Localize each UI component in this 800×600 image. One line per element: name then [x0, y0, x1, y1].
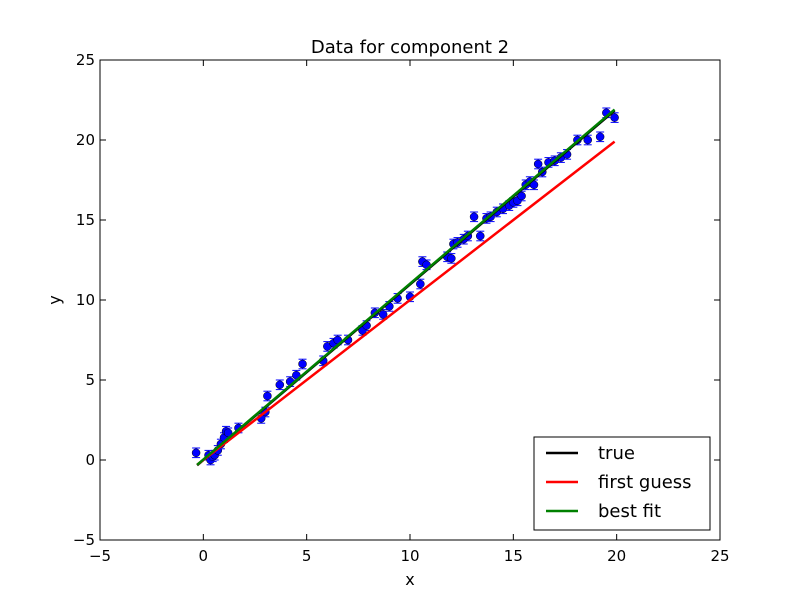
legend-label: best fit [598, 501, 661, 522]
series-line-first-guess [196, 140, 616, 466]
data-point [583, 135, 592, 145]
data-point [447, 254, 456, 263]
x-tick-label: 0 [199, 547, 209, 565]
data-point [533, 159, 543, 169]
chart-title: Data for component 2 [311, 37, 509, 58]
data-point [595, 132, 605, 142]
x-tick-label: 10 [400, 547, 419, 565]
data-point [378, 310, 388, 319]
y-tick-label: 15 [76, 211, 95, 229]
y-tick-label: 25 [76, 51, 95, 69]
x-tick-label: 25 [710, 547, 729, 565]
data-point [529, 180, 539, 190]
data-point [275, 380, 285, 390]
plot-frame [99, 59, 721, 541]
legend-label: true [598, 443, 635, 464]
y-tick-label: −5 [73, 531, 95, 549]
data-point [191, 448, 201, 458]
x-tick-label: 20 [607, 547, 626, 565]
data-point [416, 279, 425, 289]
legend: true first guess best fit [533, 436, 711, 531]
y-axis-label: y [45, 295, 64, 304]
x-tick-label: 5 [302, 547, 312, 565]
legend-label: first guess [598, 472, 692, 493]
data-point [610, 113, 619, 122]
y-tick-label: 20 [76, 131, 95, 149]
x-tick-label: 15 [504, 547, 523, 565]
data-point [517, 191, 526, 201]
series-line-best-fit [196, 108, 616, 466]
y-tick-label: 0 [85, 451, 95, 469]
y-tick-label: 5 [85, 371, 95, 389]
y-tick-label: 10 [76, 291, 95, 309]
data-point [476, 231, 485, 241]
x-axis-label: x [405, 570, 414, 589]
x-tick-label: −5 [89, 547, 111, 565]
data-point [298, 359, 307, 369]
data-point [469, 212, 479, 222]
data-point [263, 391, 272, 401]
plot-area: −5 0 5 10 15 20 25 −5 0 5 10 15 20 25 [73, 51, 730, 565]
